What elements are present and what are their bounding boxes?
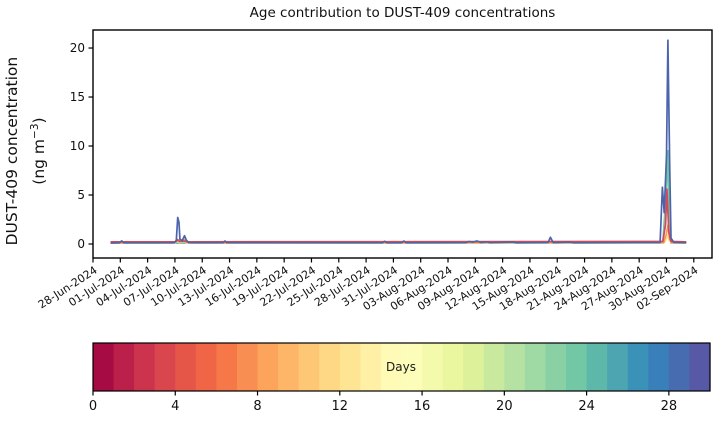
colorbar: 0 4 8 12 16 20 24 28 xyxy=(89,342,711,414)
colorbar-segment xyxy=(586,343,608,391)
colorbar-segment xyxy=(627,343,649,391)
series-teal-older-age xyxy=(110,150,687,244)
y-tick-label: 5 xyxy=(77,188,85,202)
data-series xyxy=(110,39,687,245)
colorbar-segment xyxy=(648,343,670,391)
colorbar-segment xyxy=(483,343,505,391)
series-red-youngest-age xyxy=(110,188,687,243)
colorbar-segment xyxy=(93,343,115,391)
colorbar-segment xyxy=(442,343,464,391)
colorbar-tick-label: 8 xyxy=(253,399,261,414)
series-orange-young-age xyxy=(110,224,687,244)
colorbar-segment xyxy=(545,343,567,391)
colorbar-segment xyxy=(319,343,341,391)
colorbar-segment xyxy=(607,343,629,391)
y-axis-ticks: 0 5 10 15 20 xyxy=(70,41,93,251)
y-tick-label: 10 xyxy=(70,139,85,153)
colorbar-segment xyxy=(380,343,403,391)
colorbar-segment xyxy=(298,343,320,391)
colorbar-segment xyxy=(154,343,176,391)
series-blue-oldest-age xyxy=(110,39,687,244)
colorbar-segment xyxy=(113,343,135,391)
colorbar-segment xyxy=(236,343,259,391)
colorbar-tick-label: 4 xyxy=(171,399,179,414)
colorbar-segment xyxy=(689,343,711,391)
colorbar-segment xyxy=(401,343,423,391)
colorbar-segment xyxy=(216,343,238,391)
chart-title: Age contribution to DUST-409 concentrati… xyxy=(249,5,556,21)
colorbar-tick-label: 12 xyxy=(332,399,349,414)
colorbar-tick-label: 16 xyxy=(414,399,431,414)
colorbar-segment xyxy=(134,343,156,391)
colorbar-segment xyxy=(278,343,300,391)
colorbar-segment xyxy=(504,343,526,391)
colorbar-segment xyxy=(422,343,444,391)
axes-frame xyxy=(92,29,713,259)
colorbar-label: Days xyxy=(386,360,416,374)
colorbar-segment xyxy=(668,343,691,391)
x-axis-ticks: 28-Jun-202401-Jul-202404-Jul-202407-Jul-… xyxy=(36,258,700,313)
colorbar-segment xyxy=(175,343,197,391)
colorbar-segment xyxy=(463,343,485,391)
y-tick-label: 20 xyxy=(70,41,85,55)
colorbar-segment xyxy=(257,343,279,391)
colorbar-tick-label: 28 xyxy=(661,399,678,414)
colorbar-tick-label: 20 xyxy=(496,399,513,414)
colorbar-segment xyxy=(524,343,547,391)
y-tick-label: 0 xyxy=(77,237,85,251)
colorbar-tick-label: 24 xyxy=(578,399,595,414)
colorbar-segment xyxy=(195,343,217,391)
colorbar-tick-label: 0 xyxy=(89,399,97,414)
colorbar-segment xyxy=(566,343,588,391)
colorbar-frame xyxy=(92,342,711,392)
colorbar-segment xyxy=(360,343,382,391)
colorbar-segment xyxy=(339,343,361,391)
y-tick-label: 15 xyxy=(70,90,85,104)
